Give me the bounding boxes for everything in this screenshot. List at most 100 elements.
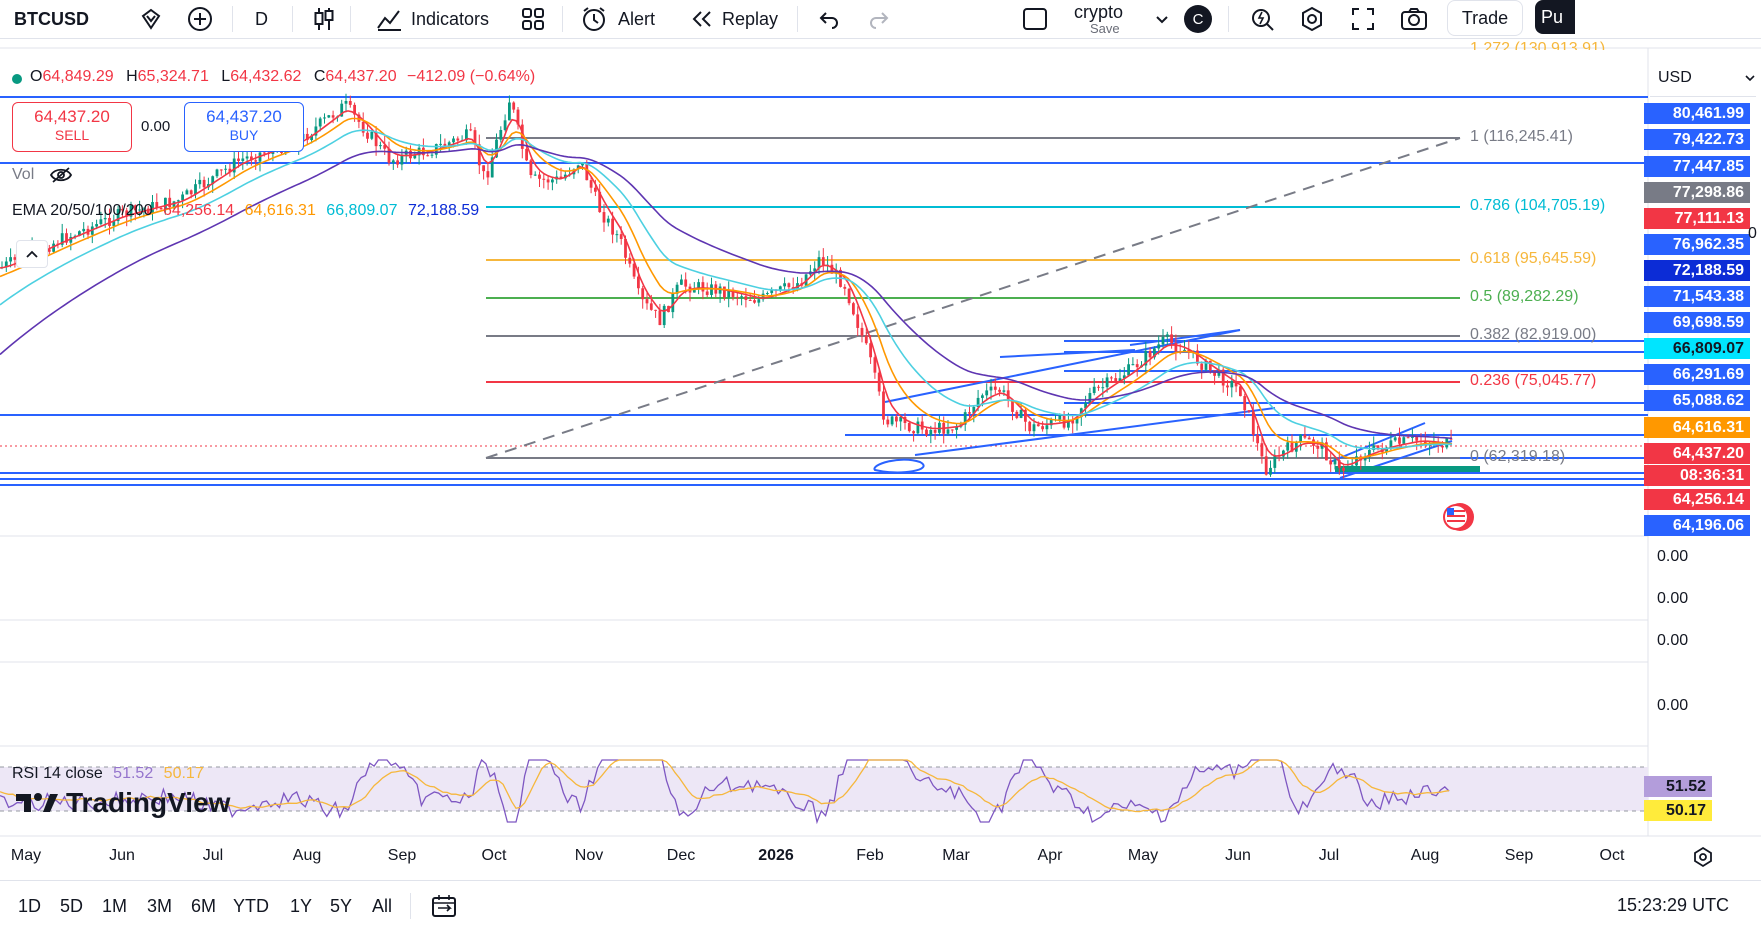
watchlist-icon[interactable] <box>138 0 164 38</box>
candle-body <box>675 284 679 294</box>
ema-legend: EMA 20/50/100/200 64,256.14 64,616.31 66… <box>12 202 479 220</box>
candle-body <box>1441 445 1444 448</box>
candle-body <box>641 288 645 300</box>
candle-type-icon[interactable] <box>312 0 336 38</box>
interval-button[interactable]: D <box>255 0 268 38</box>
candle-body <box>232 158 236 173</box>
undo-icon[interactable] <box>817 0 841 38</box>
symbol-name: BTCUSD <box>14 8 89 29</box>
pane-zero-label: 0.00 <box>1657 548 1689 565</box>
candle-body <box>912 431 915 434</box>
sell-button[interactable]: 64,437.20 SELL <box>12 102 132 152</box>
fib-label-0236: 0.236 (75,045.77) <box>1470 372 1597 389</box>
time-axis-label: May <box>1127 847 1159 864</box>
candle-body <box>916 421 920 434</box>
fib-retracement[interactable] <box>486 137 1460 459</box>
candle-body <box>490 157 494 178</box>
settings-gear-icon[interactable] <box>1298 0 1326 38</box>
camera-icon[interactable] <box>1399 0 1429 38</box>
candle-body <box>993 386 997 390</box>
quick-search-icon[interactable] <box>1250 0 1276 38</box>
candle-body <box>1058 415 1062 420</box>
candle-body <box>989 386 993 391</box>
currency-selector[interactable]: USD <box>1650 60 1756 97</box>
candle-body <box>1398 437 1401 444</box>
candle-body <box>1260 443 1264 457</box>
toolbar-divider <box>1228 6 1229 32</box>
candle-body <box>1071 419 1075 424</box>
candle-body <box>250 156 253 161</box>
range-button-ytd[interactable]: YTD <box>233 895 269 916</box>
fib-label-0: 0 (62,319.18) <box>1470 448 1566 465</box>
time-axis-label: Oct <box>481 847 507 864</box>
redo-icon[interactable] <box>867 0 891 38</box>
change-value: −412.09 (−0.64%) <box>407 68 536 85</box>
candle-body <box>671 293 675 313</box>
range-button-1d[interactable]: 1D <box>18 895 42 916</box>
candle-body <box>383 145 387 149</box>
collapse-legend-button[interactable] <box>16 240 48 268</box>
alert-label: Alert <box>618 8 656 29</box>
symbol-search[interactable]: BTCUSD <box>14 0 89 38</box>
candle-body <box>1243 396 1247 411</box>
range-button-1m[interactable]: 1M <box>102 895 128 916</box>
chevron-down-icon <box>1745 75 1755 82</box>
candle-body <box>740 296 743 298</box>
fib-trend-line[interactable] <box>485 137 1461 459</box>
ema-line <box>0 129 1453 450</box>
fullscreen-icon[interactable] <box>1350 0 1376 38</box>
layout-name-button[interactable]: crypto Save <box>1070 0 1140 38</box>
range-button-5y[interactable]: 5Y <box>330 895 353 916</box>
candle-body <box>417 147 421 156</box>
replay-button[interactable]: Replay <box>690 0 778 38</box>
layout-square-icon[interactable] <box>1021 0 1049 38</box>
price-axis-label: 77,111.13 <box>1644 208 1750 229</box>
compare-add-icon[interactable] <box>186 0 214 38</box>
ohlc-legend: O64,849.29 H65,324.71 L64,432.62 C64,437… <box>12 68 535 86</box>
candle-body <box>718 286 722 294</box>
indicators-button[interactable]: Indicators <box>375 0 489 38</box>
time-axis-label: Jun <box>1225 847 1251 864</box>
publish-button[interactable]: Pu <box>1535 0 1575 34</box>
candle-body <box>899 416 903 422</box>
date-range-calendar-icon[interactable] <box>430 893 458 924</box>
avatar[interactable]: C <box>1184 5 1212 33</box>
us-flag-event-icon[interactable] <box>1443 503 1474 531</box>
layout-dropdown-chevron-icon[interactable] <box>1154 0 1170 38</box>
candle-body <box>477 144 481 166</box>
candle-body <box>882 391 885 420</box>
pane-zero-label: 0.00 <box>1657 590 1689 607</box>
time-axis-settings-icon[interactable] <box>1692 846 1714 873</box>
ema-lines <box>0 110 1453 466</box>
eye-hidden-icon[interactable] <box>49 166 73 184</box>
trend-channels[interactable] <box>873 329 1453 479</box>
candle-body <box>224 168 227 170</box>
alert-button[interactable]: Alert <box>580 0 655 38</box>
candle-body <box>413 155 417 159</box>
candle-body <box>852 303 855 315</box>
time-axis-label: Jun <box>109 847 135 864</box>
range-button-5d[interactable]: 5D <box>60 895 84 916</box>
candle-body <box>1131 364 1135 366</box>
range-button-6m[interactable]: 6M <box>191 895 217 916</box>
utc-clock[interactable]: 15:23:29 UTC <box>1617 895 1730 915</box>
candle-body <box>1036 424 1040 427</box>
tradingview-logo[interactable]: TradingView <box>14 786 230 820</box>
candle-body <box>602 212 606 223</box>
buy-button[interactable]: 64,437.20 BUY <box>184 102 304 152</box>
axis-edge-char: 0 <box>1748 225 1757 242</box>
range-button-all[interactable]: All <box>372 895 393 916</box>
candle-body <box>654 309 657 311</box>
range-button-1y[interactable]: 1Y <box>290 895 313 916</box>
candle-body <box>508 102 511 121</box>
trade-button[interactable]: Trade <box>1447 0 1523 36</box>
candle-body <box>710 284 713 295</box>
candle-body <box>757 299 761 303</box>
templates-icon[interactable] <box>520 0 546 38</box>
candle-body <box>241 158 245 161</box>
range-button-3m[interactable]: 3M <box>147 895 173 916</box>
fib-label-1: 1 (116,245.41) <box>1470 128 1573 145</box>
currency-label: USD <box>1658 69 1692 86</box>
candle-body <box>142 208 146 210</box>
